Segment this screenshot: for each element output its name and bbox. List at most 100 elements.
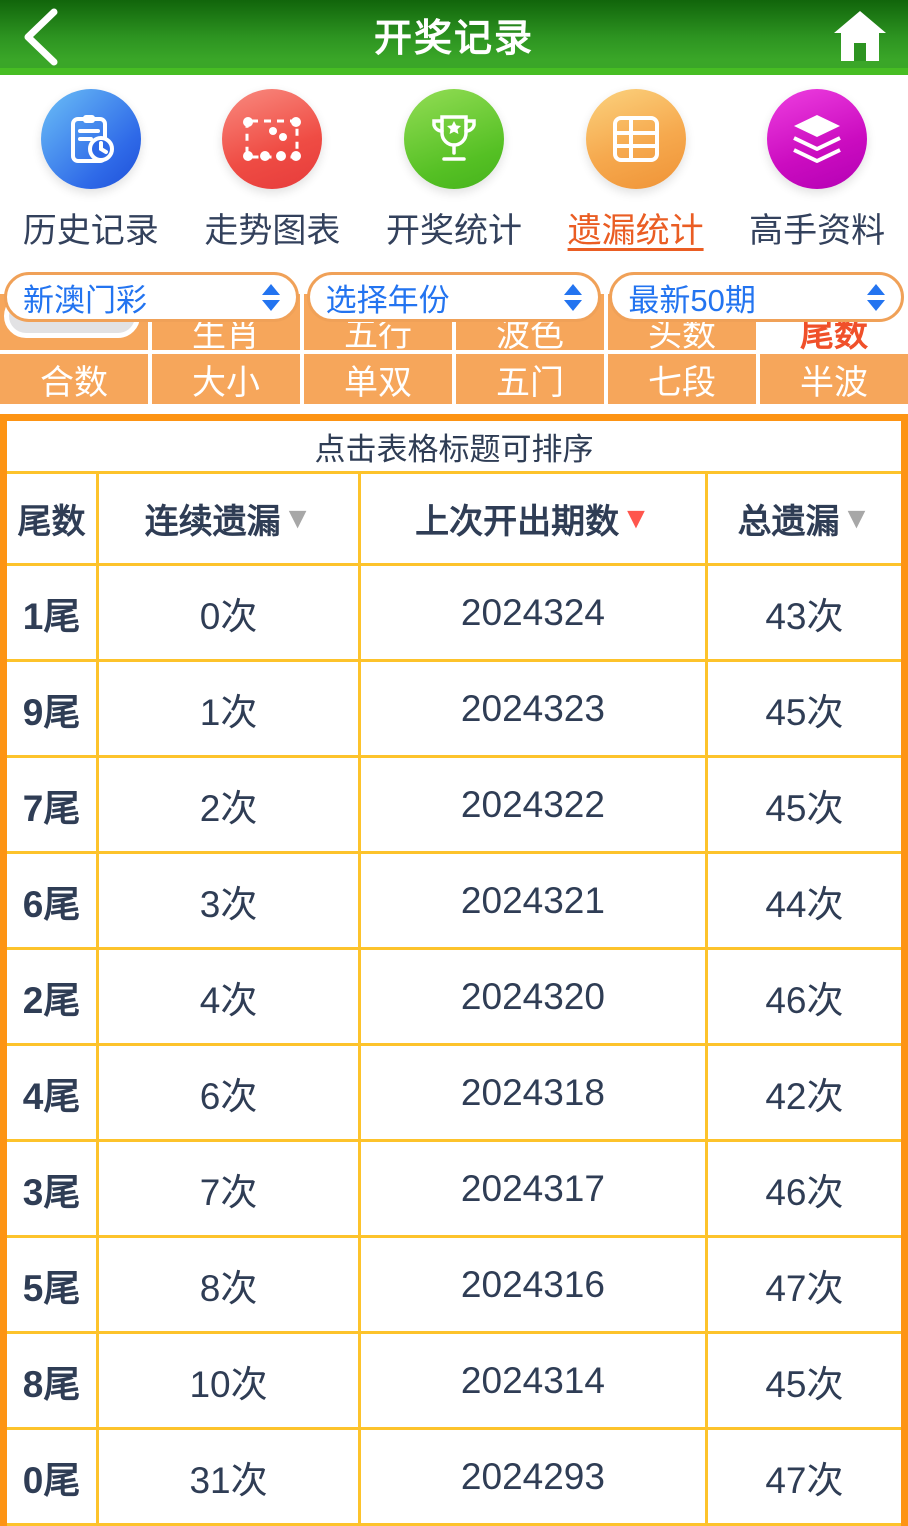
nav-item-stats[interactable]: 开奖统计: [363, 89, 545, 252]
category-label: 七段: [648, 363, 716, 402]
nav-label: 历史记录: [22, 212, 159, 250]
streak-missing-cell: 1次: [99, 662, 362, 755]
last-period-cell: 2024324: [361, 566, 708, 659]
total-missing-cell: 45次: [765, 1363, 844, 1405]
category-label: 合数: [40, 363, 108, 402]
streak-missing-cell: 8次: [99, 1238, 362, 1331]
tail-cell: 9尾: [7, 662, 100, 755]
total-missing-cell: 46次: [765, 979, 844, 1021]
nav-label: 高手资料: [749, 212, 886, 250]
column-header-total[interactable]: 总遗漏 ▼: [708, 474, 901, 563]
category-button-qiduan[interactable]: 七段: [608, 354, 756, 404]
page-title: 开奖记录: [373, 17, 534, 60]
filter-bar: 新澳门彩 选择年份 最新50期: [0, 272, 908, 322]
period-select-value: 最新50期: [628, 282, 756, 318]
back-chevron-icon: [24, 8, 58, 66]
app-bar: 开奖记录: [0, 0, 908, 75]
period-select[interactable]: 最新50期: [609, 272, 905, 322]
select-chevron-icon: [261, 283, 280, 311]
table-row: 2尾 4次 2024320 46次: [7, 950, 901, 1046]
column-label: 总遗漏: [737, 503, 840, 541]
streak-missing-cell: 0次: [99, 566, 362, 659]
streak-missing-cell: 31次: [99, 1430, 362, 1523]
last-period-cell: 2024314: [361, 1334, 708, 1427]
select-chevron-icon: [564, 283, 583, 311]
column-header-lastperiod[interactable]: 上次开出期数 ▼: [361, 474, 708, 563]
missing-stats-table: 点击表格标题可排序 尾数 连续遗漏 ▼ 上次开出期数 ▼ 总遗漏 ▼ 1尾 0次 20…: [0, 414, 908, 1526]
table-row: 6尾 3次 2024321 44次: [7, 854, 901, 950]
nav-item-history[interactable]: 历史记录: [0, 89, 182, 252]
year-select-value: 选择年份: [325, 282, 450, 318]
last-period-cell: 2024321: [361, 854, 708, 947]
tail-cell: 8尾: [7, 1334, 100, 1427]
last-period-cell: 2024316: [361, 1238, 708, 1331]
category-label: 半波: [800, 363, 868, 402]
total-missing-cell: 45次: [765, 787, 844, 829]
table-row: 3尾 7次 2024317 46次: [7, 1142, 901, 1238]
last-period-cell: 2024322: [361, 758, 708, 851]
streak-missing-cell: 10次: [99, 1334, 362, 1427]
tail-cell: 2尾: [7, 950, 100, 1043]
trend-chart-icon: [222, 89, 323, 189]
layers-icon: [767, 89, 868, 189]
back-button[interactable]: [18, 8, 78, 66]
trophy-icon: [403, 89, 504, 189]
last-period-cell: 2024317: [361, 1142, 708, 1235]
sort-down-icon: ▼: [841, 501, 872, 535]
streak-missing-cell: 3次: [99, 854, 362, 947]
category-button-heshu[interactable]: 合数: [0, 354, 148, 404]
table-body: 1尾 0次 2024324 43次 9尾 1次 2024323 45次 7尾 2…: [7, 566, 901, 1526]
table-header-row: 尾数 连续遗漏 ▼ 上次开出期数 ▼ 总遗漏 ▼: [7, 474, 901, 566]
total-missing-cell: 47次: [765, 1459, 844, 1501]
tail-cell: 4尾: [7, 1046, 100, 1139]
tail-cell: 7尾: [7, 758, 100, 851]
last-period-cell: 2024293: [361, 1430, 708, 1523]
streak-missing-cell: 6次: [99, 1046, 362, 1139]
table-row: 8尾 10次 2024314 45次: [7, 1334, 901, 1430]
column-label: 连续遗漏: [144, 503, 281, 541]
total-missing-cell: 42次: [765, 1075, 844, 1117]
category-button-banbo[interactable]: 半波: [760, 354, 908, 404]
table-row: 4尾 6次 2024318 42次: [7, 1046, 901, 1142]
nav-item-missing[interactable]: 遗漏统计: [545, 89, 727, 252]
total-missing-cell: 45次: [765, 691, 844, 733]
total-missing-cell: 46次: [765, 1171, 844, 1213]
tail-cell: 1尾: [7, 566, 100, 659]
year-select[interactable]: 选择年份: [306, 272, 602, 322]
table-row: 0尾 31次 2024293 47次: [7, 1430, 901, 1526]
streak-missing-cell: 7次: [99, 1142, 362, 1235]
category-button-daxiao[interactable]: 大小: [152, 354, 300, 404]
select-chevron-icon: [867, 283, 886, 311]
tail-cell: 5尾: [7, 1238, 100, 1331]
history-record-icon: [40, 89, 141, 189]
column-label: 上次开出期数: [415, 503, 620, 541]
total-missing-cell: 43次: [765, 595, 844, 637]
last-period-cell: 2024318: [361, 1046, 708, 1139]
total-missing-cell: 47次: [765, 1267, 844, 1309]
column-label: 尾数: [17, 503, 86, 541]
home-icon: [834, 11, 886, 61]
streak-missing-cell: 4次: [99, 950, 362, 1043]
total-missing-cell: 44次: [765, 883, 844, 925]
category-button-wumen[interactable]: 五门: [456, 354, 604, 404]
last-period-cell: 2024323: [361, 662, 708, 755]
table-row: 7尾 2次 2024322 45次: [7, 758, 901, 854]
table-row: 9尾 1次 2024323 45次: [7, 662, 901, 758]
column-header-streak[interactable]: 连续遗漏 ▼: [99, 474, 362, 563]
home-button[interactable]: [828, 4, 892, 68]
category-label: 单双: [344, 363, 412, 402]
lottery-select-value: 新澳门彩: [23, 282, 147, 318]
category-label: 大小: [192, 363, 260, 402]
tail-cell: 3尾: [7, 1142, 100, 1235]
streak-missing-cell: 2次: [99, 758, 362, 851]
grid-table-icon: [585, 89, 686, 189]
table-row: 1尾 0次 2024324 43次: [7, 566, 901, 662]
feature-nav: 历史记录 走势图表 开奖统计: [0, 75, 908, 268]
nav-item-trend[interactable]: 走势图表: [182, 89, 364, 252]
category-label: 五门: [496, 363, 564, 402]
nav-item-expert[interactable]: 高手资料: [726, 89, 908, 252]
table-row: 5尾 8次 2024316 47次: [7, 1238, 901, 1334]
category-button-danshuang[interactable]: 单双: [304, 354, 452, 404]
column-header-tail[interactable]: 尾数: [7, 474, 100, 563]
lottery-select[interactable]: 新澳门彩: [4, 272, 299, 322]
